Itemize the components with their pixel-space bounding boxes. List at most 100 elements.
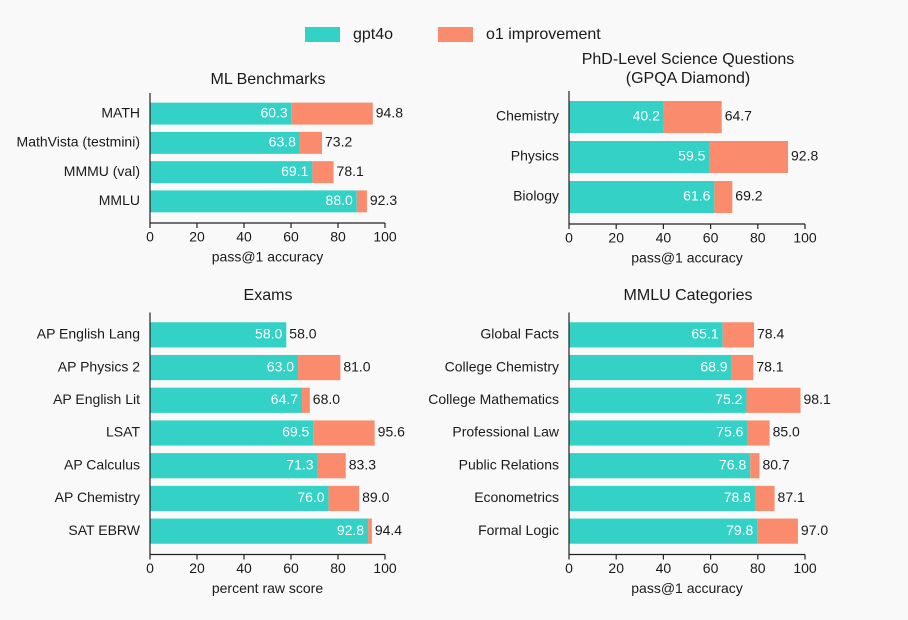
total-label: 89.0 [362,489,389,505]
total-label: 69.2 [735,188,762,204]
value-label: 63.0 [267,358,294,374]
total-label: 78.4 [757,326,784,342]
bar-segment [757,518,798,544]
bar-segment [569,101,664,133]
value-label: 69.5 [282,424,309,440]
y-tick-label: MMLU [99,192,140,208]
bar-segment [569,387,747,413]
bar-segment [569,453,751,479]
value-label: 59.5 [678,148,705,164]
bar-segment [150,131,300,154]
total-label: 64.7 [725,108,752,124]
value-label: 40.2 [633,108,660,124]
total-label: 92.8 [791,148,818,164]
x-tick-label: 100 [793,230,817,246]
total-label: 81.0 [343,358,370,374]
total-label: 85.0 [773,424,800,440]
y-tick-label: College Chemistry [445,358,559,374]
value-label: 60.3 [260,104,287,120]
y-tick-label: Public Relations [459,456,559,472]
value-label: 58.0 [255,326,282,342]
legend-label: gpt4o [353,26,393,43]
legend-swatch [305,27,340,42]
value-label: 88.0 [326,192,353,208]
x-tick-label: 80 [750,230,766,246]
x-tick-label: 60 [703,560,719,576]
bar-segment [569,485,755,512]
bar-segment [312,161,334,184]
total-label: 92.3 [370,192,397,208]
bar-segment [150,485,329,512]
total-label: 98.1 [804,391,831,407]
x-tick-label: 20 [608,230,624,246]
bar-segment [299,131,323,154]
x-tick-label: 40 [236,560,252,576]
y-tick-label: Chemistry [496,108,559,124]
bar-segment [150,518,369,544]
bar-segment [747,420,770,446]
x-tick-label: 60 [703,230,719,246]
bar-segment [569,181,715,213]
bar-segment [291,102,373,125]
bar-segment [731,354,754,381]
bar-segment [302,387,310,413]
bar-segment [663,101,722,133]
y-tick-label: College Mathematics [428,391,559,407]
x-tick-label: 100 [373,560,397,576]
total-label: 94.4 [375,522,402,538]
value-label: 63.8 [269,134,296,150]
value-label: 79.8 [726,522,753,538]
x-tick-label: 20 [608,560,624,576]
y-tick-label: MATH [101,104,140,120]
x-axis-label: pass@1 accuracy [212,249,323,265]
bar-segment [722,322,755,348]
y-tick-label: MMMU (val) [64,163,140,179]
y-tick-label: LSAT [106,424,140,440]
x-tick-label: 60 [283,560,299,576]
legend-swatch [438,27,473,42]
bar-segment [150,102,292,125]
y-tick-label: Formal Logic [478,522,559,538]
bar-segment [328,485,360,512]
x-tick-label: 80 [330,229,346,245]
y-tick-label: Econometrics [474,489,559,505]
x-tick-label: 40 [656,230,672,246]
x-tick-label: 40 [236,229,252,245]
total-label: 73.2 [325,134,352,150]
value-label: 65.1 [691,326,718,342]
x-tick-label: 20 [189,229,205,245]
total-label: 83.3 [349,456,376,472]
legend-label: o1 improvement [486,26,601,43]
x-tick-label: 20 [189,560,205,576]
value-label: 92.8 [337,522,364,538]
bar-segment [746,387,801,413]
y-tick-label: SAT EBRW [68,522,140,538]
x-axis-label: pass@1 accuracy [631,580,742,596]
bar-segment [709,141,789,173]
bar-segment [150,322,287,348]
bar-segment [150,354,299,381]
bar-segment [313,420,375,446]
value-label: 69.1 [281,163,308,179]
x-axis-label: pass@1 accuracy [631,250,742,266]
y-tick-label: AP Physics 2 [58,358,140,374]
total-label: 94.8 [376,104,403,120]
value-label: 76.8 [719,456,746,472]
y-tick-label: AP Chemistry [55,489,140,505]
value-label: 68.9 [700,358,727,374]
total-label: 87.1 [778,489,805,505]
bar-segment [569,420,748,446]
bar-segment [569,354,732,381]
chart-title: ML Benchmarks [211,71,326,88]
y-tick-label: Biology [513,188,559,204]
total-label: 58.0 [289,326,316,342]
bar-segment [569,518,758,544]
y-tick-label: Professional Law [452,424,560,440]
value-label: 64.7 [271,391,298,407]
total-label: 97.0 [801,522,828,538]
chart-title: Exams [244,287,293,304]
bar-segment [569,141,710,173]
total-label: 78.1 [337,163,364,179]
bar-segment [569,322,723,348]
